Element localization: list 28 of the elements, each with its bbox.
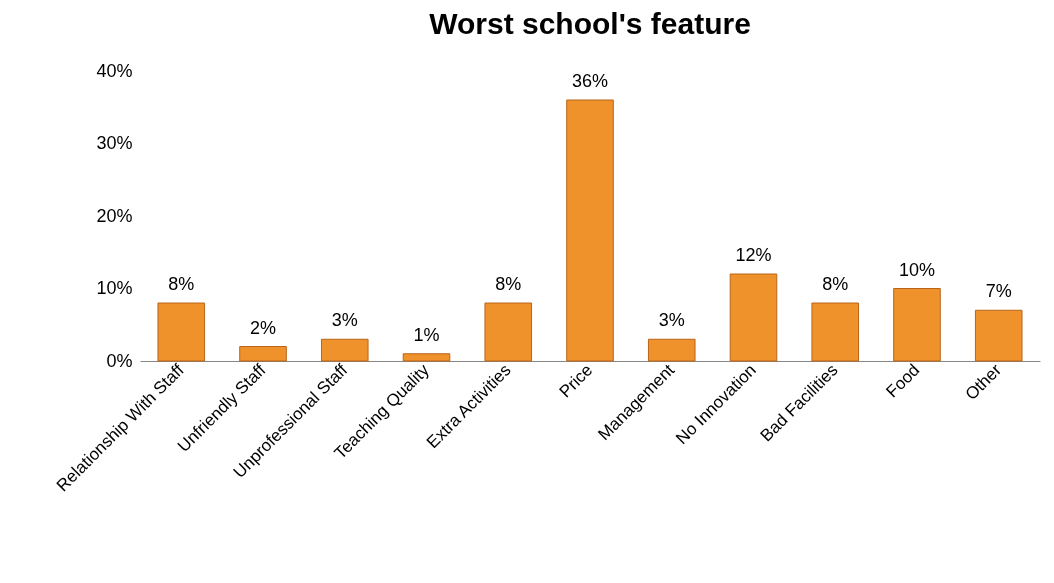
data-label: 3% xyxy=(331,310,358,331)
data-label: 36% xyxy=(571,71,609,91)
data-label: 2% xyxy=(250,317,277,338)
y-tick-label: 0% xyxy=(106,350,133,371)
y-tick-label: 30% xyxy=(96,133,133,153)
bar xyxy=(893,288,941,362)
data-label: 8% xyxy=(822,274,849,294)
bar xyxy=(157,302,206,362)
bar xyxy=(729,273,778,362)
bar xyxy=(402,353,451,362)
data-label: 12% xyxy=(735,245,772,265)
y-tick-label: 20% xyxy=(96,205,133,226)
bar xyxy=(484,302,533,362)
bar xyxy=(647,338,696,362)
data-label: 7% xyxy=(985,281,1012,302)
bar xyxy=(811,302,860,362)
bar xyxy=(320,338,369,362)
bar xyxy=(974,309,1023,362)
data-label: 3% xyxy=(658,310,685,331)
bar xyxy=(239,346,287,362)
data-label: 8% xyxy=(495,274,522,294)
y-tick-label: 40% xyxy=(96,60,133,81)
y-tick-label: 10% xyxy=(96,278,133,298)
chart-title: Worst school's feature xyxy=(429,7,751,40)
data-label: 10% xyxy=(898,259,935,280)
data-label: 8% xyxy=(168,274,195,294)
data-label: 1% xyxy=(413,324,440,345)
bar xyxy=(566,99,614,362)
